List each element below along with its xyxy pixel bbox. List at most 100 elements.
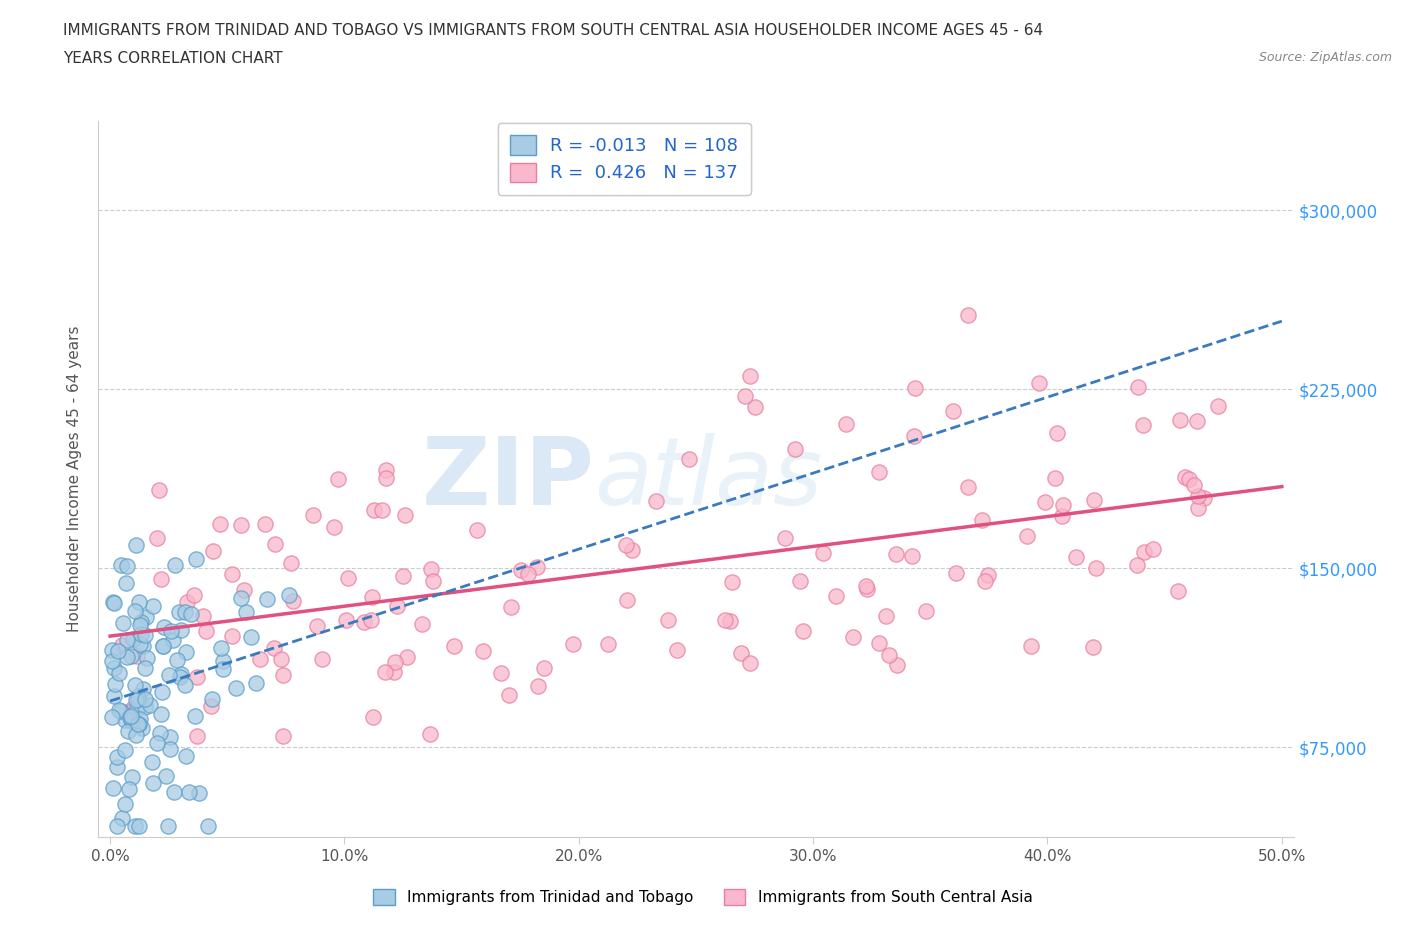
Point xyxy=(191,608,214,623)
Point xyxy=(139,698,162,712)
Point xyxy=(385,599,408,614)
Point xyxy=(184,708,207,723)
Point xyxy=(527,679,550,694)
Point xyxy=(598,636,620,651)
Point xyxy=(526,559,548,574)
Point xyxy=(142,598,165,613)
Point xyxy=(361,590,384,604)
Point xyxy=(396,650,419,665)
Legend: Immigrants from Trinidad and Tobago, Immigrants from South Central Asia: Immigrants from Trinidad and Tobago, Imm… xyxy=(366,882,1040,913)
Point xyxy=(1126,558,1149,573)
Point xyxy=(1142,542,1164,557)
Point xyxy=(117,781,139,796)
Point xyxy=(177,785,200,800)
Point xyxy=(1194,491,1216,506)
Point xyxy=(323,519,346,534)
Point xyxy=(1185,413,1208,428)
Point xyxy=(856,581,879,596)
Point xyxy=(167,604,190,619)
Point xyxy=(730,646,752,661)
Point xyxy=(886,658,908,673)
Point xyxy=(124,818,146,833)
Point xyxy=(326,472,349,486)
Point xyxy=(254,516,277,531)
Point xyxy=(111,615,134,630)
Point xyxy=(825,589,848,604)
Point xyxy=(125,693,148,708)
Point xyxy=(868,465,890,480)
Point xyxy=(135,609,157,624)
Point xyxy=(127,688,149,703)
Point xyxy=(1132,418,1154,432)
Point xyxy=(422,573,444,588)
Point xyxy=(1187,488,1209,503)
Point xyxy=(131,721,153,736)
Point xyxy=(375,462,398,477)
Point xyxy=(186,728,208,743)
Point xyxy=(614,538,637,552)
Point xyxy=(533,661,555,676)
Point xyxy=(904,380,927,395)
Point xyxy=(110,703,132,718)
Point xyxy=(1043,471,1066,485)
Point xyxy=(884,547,907,562)
Point xyxy=(187,786,209,801)
Point xyxy=(169,670,191,684)
Point xyxy=(498,687,520,702)
Point xyxy=(1028,376,1050,391)
Point xyxy=(111,637,134,652)
Point xyxy=(235,605,257,620)
Point xyxy=(129,618,152,632)
Point xyxy=(645,493,668,508)
Point xyxy=(773,530,796,545)
Point xyxy=(1033,495,1056,510)
Point xyxy=(221,629,243,644)
Point xyxy=(1168,412,1191,427)
Point xyxy=(517,566,540,581)
Point xyxy=(134,699,156,714)
Point xyxy=(197,818,219,833)
Point xyxy=(121,631,143,646)
Point xyxy=(374,665,396,680)
Point xyxy=(353,615,375,630)
Point xyxy=(232,583,254,598)
Point xyxy=(125,728,148,743)
Point xyxy=(1064,550,1087,565)
Point xyxy=(256,592,278,607)
Point xyxy=(501,600,523,615)
Point xyxy=(744,400,766,415)
Point xyxy=(104,677,127,692)
Point xyxy=(153,620,176,635)
Point xyxy=(411,617,433,631)
Point xyxy=(1167,583,1189,598)
Point xyxy=(160,624,183,639)
Point xyxy=(129,615,152,630)
Point xyxy=(620,542,643,557)
Point xyxy=(1052,497,1074,512)
Point xyxy=(738,656,761,671)
Point xyxy=(202,544,225,559)
Legend: R = -0.013   N = 108, R =  0.426   N = 137: R = -0.013 N = 108, R = 0.426 N = 137 xyxy=(498,123,751,195)
Point xyxy=(176,748,198,763)
Point xyxy=(209,516,232,531)
Point xyxy=(278,588,301,603)
Point xyxy=(270,652,292,667)
Point xyxy=(107,666,129,681)
Point xyxy=(103,688,125,703)
Point xyxy=(616,592,638,607)
Point xyxy=(114,796,136,811)
Point xyxy=(128,594,150,609)
Point xyxy=(149,725,172,740)
Point xyxy=(173,677,195,692)
Point xyxy=(957,480,980,495)
Point xyxy=(1019,638,1042,653)
Point xyxy=(942,404,965,418)
Point xyxy=(201,691,224,706)
Point xyxy=(107,644,129,658)
Point xyxy=(142,776,165,790)
Point xyxy=(141,754,163,769)
Point xyxy=(103,661,125,676)
Point xyxy=(263,641,285,656)
Point xyxy=(901,548,924,563)
Point xyxy=(117,558,139,573)
